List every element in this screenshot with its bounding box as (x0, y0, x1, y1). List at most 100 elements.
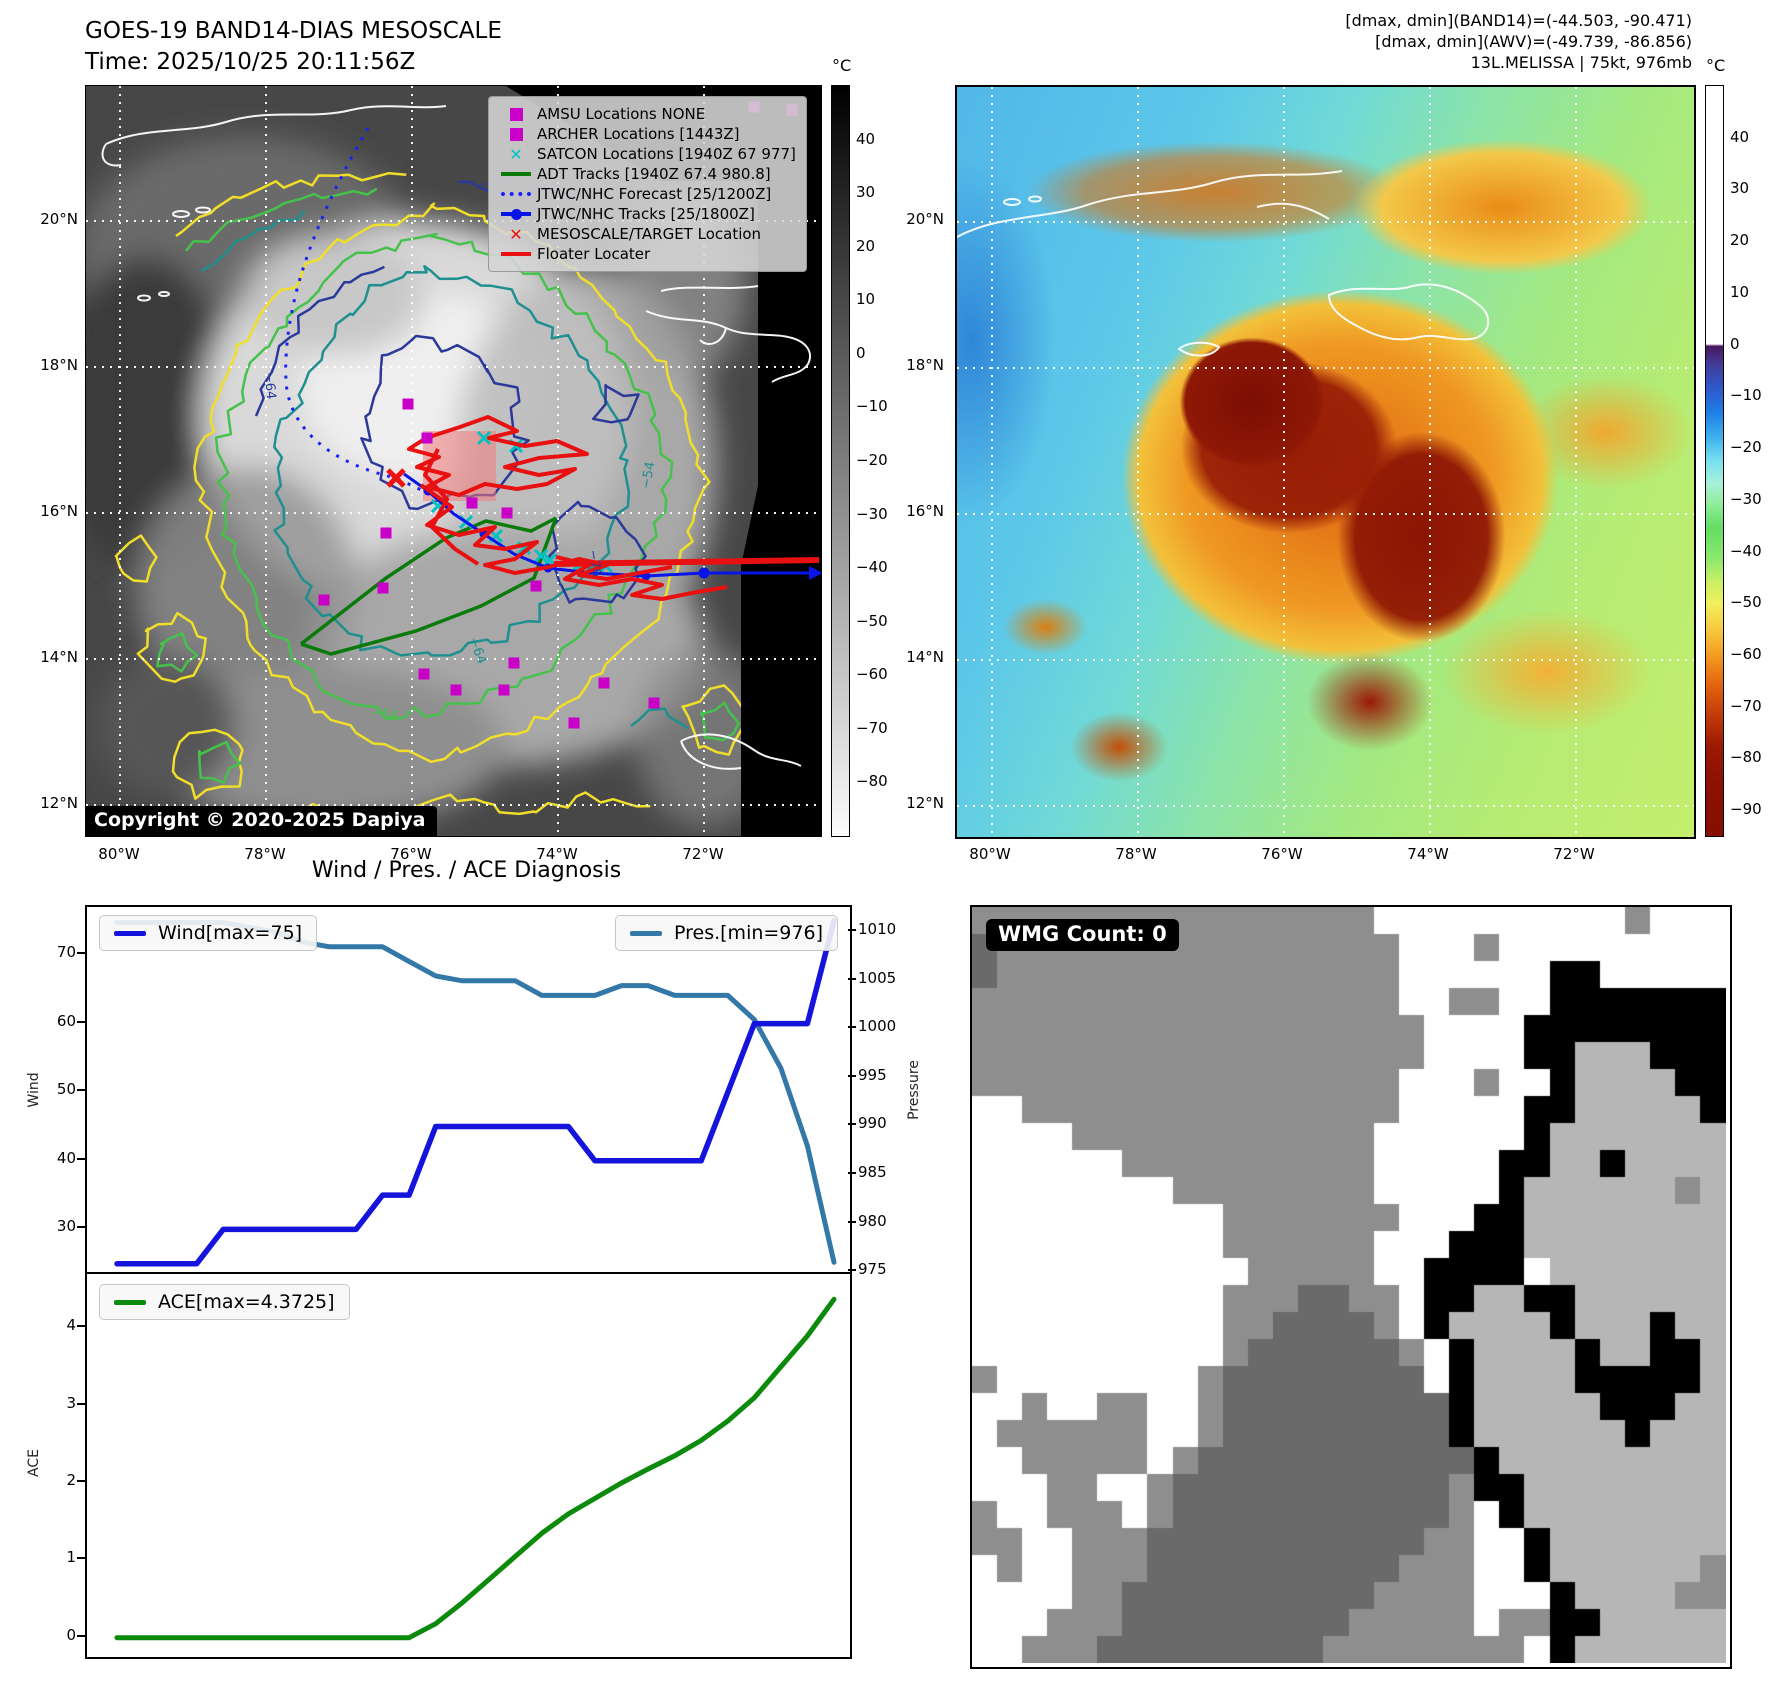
title-line2: Time: 2025/10/25 20:11:56Z (85, 49, 416, 75)
wmg-panel: WMG Count: 0 (970, 905, 1732, 1669)
y-tick-label: 985 (858, 1162, 887, 1181)
legend-item-label: Floater Locater (537, 245, 651, 263)
lon-tick-label: 74°W (1407, 845, 1449, 863)
legend-line-dot-icon (495, 208, 537, 220)
y-tick-label: 1 (66, 1548, 76, 1567)
pressure-legend: Pres.[min=976] (615, 915, 838, 951)
y-tick-mark (848, 1123, 856, 1126)
colorbar-tick-label: 40 (856, 129, 876, 148)
y-tick-mark (77, 1020, 85, 1023)
colorbar-tick-label: −20 (856, 451, 888, 469)
wind-line-swatch (114, 930, 146, 936)
ace-line-swatch (114, 1299, 146, 1305)
awv-map-overlay (957, 87, 1694, 837)
storm-tracks (284, 101, 821, 729)
legend-square-icon (495, 127, 537, 141)
lon-tick-label: 76°W (1261, 845, 1303, 863)
y-tick-label: 1000 (858, 1017, 897, 1036)
jtwc-track-line (403, 472, 819, 578)
y-tick-mark (77, 1634, 85, 1637)
legend-line-icon (495, 172, 537, 176)
y-tick-label: 50 (56, 1080, 76, 1099)
lat-tick-label: 16°N (40, 502, 78, 520)
pressure-line-swatch (630, 930, 662, 936)
legend-item: ADT Tracks [1940Z 67.4 980.8] (495, 164, 796, 184)
legend-item: JTWC/NHC Tracks [25/1800Z] (495, 204, 796, 224)
y-tick-label: 3 (66, 1393, 76, 1412)
lat-tick-label: 18°N (906, 356, 944, 374)
y-tick-label: 975 (858, 1260, 887, 1279)
legend-item: JTWC/NHC Forecast [25/1200Z] (495, 184, 796, 204)
legend-item-label: JTWC/NHC Forecast [25/1200Z] (537, 185, 772, 203)
y-tick-label: 990 (858, 1114, 887, 1133)
awv-colorbar-unit: °C (1706, 56, 1726, 75)
wind-legend: Wind[max=75] (99, 915, 318, 951)
colorbar-tick-label: −20 (1730, 438, 1762, 457)
y-tick-label: 70 (56, 943, 76, 962)
lat-tick-label: 18°N (40, 356, 78, 374)
y-tick-label: 2 (66, 1470, 76, 1489)
ace-plot (114, 1296, 837, 1641)
y-tick-mark (848, 1220, 856, 1223)
colorbar-tick-label: 0 (856, 343, 866, 362)
lat-tick-label: 14°N (906, 648, 944, 666)
legend-item-label: ADT Tracks [1940Z 67.4 980.8] (537, 165, 771, 183)
y-tick-mark (77, 952, 85, 955)
legend-square-icon (495, 107, 537, 121)
legend-item: ✕ SATCON Locations [1940Z 67 977] (495, 144, 796, 164)
dmax-dmin-band14: [dmax, dmin](BAND14)=(-44.503, -90.471) (1345, 11, 1692, 30)
archer-location-markers (318, 101, 798, 729)
brightness-temp-contours (114, 171, 752, 833)
header-stats: [dmax, dmin](BAND14)=(-44.503, -90.471) … (1345, 10, 1692, 73)
band14-map-panel: −76−64−76−64−54−54 AMSU Locations NONEAR… (85, 85, 822, 837)
legend-item: Floater Locater (495, 244, 796, 264)
awv-colorbar (1705, 85, 1724, 837)
lat-tick-label: 12°N (40, 794, 78, 812)
lat-tick-label: 14°N (40, 648, 78, 666)
legend-item-label: JTWC/NHC Tracks [25/1800Z] (537, 205, 755, 223)
contour-label: −54 (639, 461, 659, 491)
wind-pressure-plot (114, 917, 837, 1267)
legend-item-label: MESOSCALE/TARGET Location (537, 225, 762, 243)
wmg-classification-image (972, 907, 1726, 1663)
diagnosis-title: Wind / Pres. / ACE Diagnosis (311, 858, 622, 883)
contour-label: −54 (370, 705, 399, 724)
lat-tick-label: 20°N (40, 210, 78, 228)
y-tick-label: 40 (56, 1148, 76, 1167)
legend-item: ✕ MESOSCALE/TARGET Location (495, 224, 796, 244)
colorbar-tick-label: −60 (1730, 644, 1762, 663)
lon-tick-label: 76°W (390, 845, 432, 863)
coastlines (101, 105, 811, 770)
colorbar-tick-label: −30 (856, 504, 888, 523)
contour-label: −64 (261, 371, 278, 400)
floater-locater-track (407, 415, 820, 601)
legend-dotted-icon (495, 192, 537, 196)
legend-item-label: AMSU Locations NONE (537, 105, 706, 123)
latlon-grid (86, 86, 821, 836)
colorbar-tick-label: 20 (1730, 231, 1750, 250)
y-tick-label: 1005 (858, 968, 897, 987)
pressure-legend-label: Pres.[min=976] (674, 922, 823, 944)
wmg-count-badge: WMG Count: 0 (986, 919, 1179, 951)
lon-tick-label: 78°W (244, 845, 286, 863)
legend-item-label: ARCHER Locations [1443Z] (537, 125, 740, 143)
lon-tick-label: 74°W (536, 845, 578, 863)
copyright-watermark: Copyright © 2020-2025 Dapiya (86, 806, 438, 836)
wind-legend-label: Wind[max=75] (158, 922, 303, 944)
colorbar-tick-label: −90 (1730, 800, 1762, 819)
legend-line-icon (495, 252, 537, 256)
colorbar-tick-label: −70 (856, 718, 888, 737)
y-tick-label: 995 (858, 1065, 887, 1084)
y-tick-mark (77, 1557, 85, 1560)
colorbar-tick-label: 20 (856, 236, 876, 255)
awv-map-panel (955, 85, 1696, 839)
contour-label: −76 (585, 549, 605, 579)
map-legend: AMSU Locations NONE ARCHER Locations [144… (488, 96, 807, 272)
band14-colorbar (831, 85, 850, 837)
legend-item: ARCHER Locations [1443Z] (495, 124, 796, 144)
colorbar-tick-label: −10 (856, 397, 888, 416)
title-line1: GOES-19 BAND14-DIAS MESOSCALE (85, 18, 502, 44)
y-tick-mark (848, 977, 856, 980)
y-tick-label: 0 (66, 1625, 76, 1644)
legend-item: AMSU Locations NONE (495, 104, 796, 124)
